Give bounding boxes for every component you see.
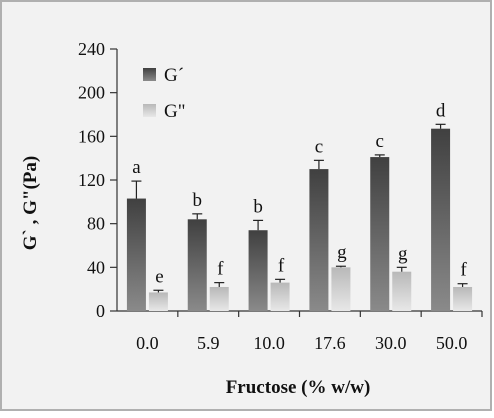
y-tick-label: 240 [78,39,105,59]
bar-g-double-prime [270,282,290,311]
y-tick-label: 200 [78,83,105,103]
bars [126,123,473,311]
significance-letter: f [217,259,224,280]
significance-letter: g [337,242,347,263]
x-tick-label: 10.0 [253,333,285,353]
significance-letter: a [132,157,141,178]
x-tick-label: 30.0 [375,333,407,353]
x-tick-label: 17.6 [314,333,346,353]
axes: 0 40 80 120 160 200 240 0.0 5.9 10.0 17.6 30.0 50.0 [78,39,483,353]
chart-background [0,0,492,411]
bar-g-prime [187,219,207,311]
x-tick-label: 50.0 [436,333,468,353]
legend-swatch [143,68,156,81]
y-tick-label: 160 [78,126,105,146]
significance-letter: c [315,136,323,157]
y-tick-label: 120 [78,170,105,190]
legend-swatch [143,104,156,117]
y-tick-label: 40 [87,257,105,277]
significance-letter: c [376,131,384,152]
bar-g-double-prime [148,292,168,311]
y-tick-label: 80 [87,214,105,234]
legend: G´ G" [143,65,185,122]
y-tick-label: 0 [96,301,105,321]
significance-letter: b [193,190,203,211]
bar-g-prime [126,198,146,311]
bar-g-prime [431,128,451,311]
legend-label: G" [164,101,185,122]
value-letters: a e b f b f c g c g d f [132,100,467,287]
significance-letter: f [460,260,467,281]
bar-g-double-prime [331,267,351,311]
significance-letter: d [436,100,446,121]
bar-g-prime [370,157,390,311]
significance-letter: g [398,243,408,264]
x-axis-label: Fructose (% w/w) [226,377,371,398]
significance-letter: e [155,266,163,287]
bar-g-prime [248,230,268,311]
bar-g-double-prime [392,271,412,311]
y-axis-label: G` , G"(Pa) [20,156,41,250]
significance-letter: f [278,255,285,276]
bar-g-double-prime [453,286,473,311]
x-tick-label: 5.9 [197,333,220,353]
bar-g-prime [309,169,329,311]
significance-letter: b [253,196,263,217]
x-tick-label: 0.0 [136,333,159,353]
legend-label: G´ [164,65,184,86]
bar-g-double-prime [209,286,229,311]
